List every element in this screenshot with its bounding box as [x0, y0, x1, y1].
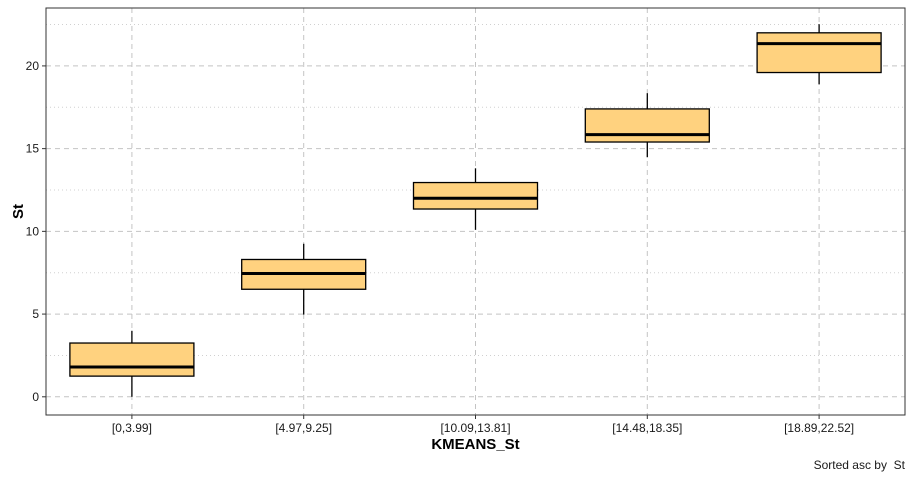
x-tick-label: [14.48,18.35] — [612, 421, 682, 435]
box-4 — [584, 93, 710, 158]
y-tick-label: 10 — [26, 224, 40, 238]
y-axis-title: St — [10, 204, 27, 219]
box-series — [69, 24, 882, 397]
y-tick-label: 20 — [26, 59, 40, 73]
x-axis-title: KMEANS_St — [431, 436, 519, 453]
interquartile-box — [756, 32, 882, 74]
y-tick-label: 0 — [32, 390, 39, 404]
x-axis: [0,3.99] [4.97,9.25] [10.09,13.81] [14.48,1… — [112, 415, 854, 435]
box-1 — [69, 330, 195, 397]
chart-caption: Sorted asc by St — [814, 458, 906, 472]
box-2 — [241, 243, 367, 315]
interquartile-box — [584, 108, 710, 143]
interquartile-box — [69, 342, 195, 377]
y-tick-label: 15 — [26, 142, 40, 156]
y-axis: 0 5 10 15 20 — [26, 59, 46, 404]
x-tick-label: [18.89,22.52] — [784, 421, 854, 435]
box-3 — [412, 168, 539, 230]
x-tick-label: [10.09,13.81] — [440, 421, 510, 435]
interquartile-box — [412, 181, 539, 210]
y-tick-label: 5 — [32, 307, 39, 321]
x-tick-label: [4.97,9.25] — [275, 421, 332, 435]
x-tick-label: [0,3.99] — [112, 421, 152, 435]
box-5 — [756, 24, 882, 85]
